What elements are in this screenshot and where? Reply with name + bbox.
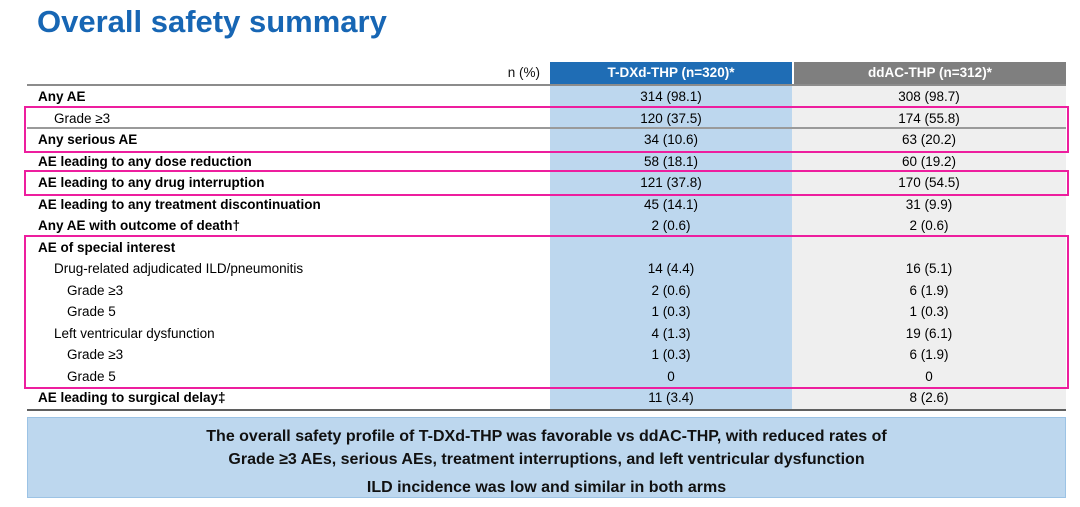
- cell-tdxd: 4 (1.3): [550, 322, 792, 344]
- row-label: AE leading to any dose reduction: [27, 150, 550, 172]
- cell-tdxd: 0: [550, 365, 792, 387]
- row-label: AE leading to surgical delay‡: [27, 387, 550, 409]
- table-row: AE of special interest: [27, 236, 1066, 258]
- table-row: AE leading to any treatment discontinuat…: [27, 193, 1066, 215]
- row-label: AE of special interest: [27, 236, 550, 258]
- table-row: Any AE with outcome of death† 2 (0.6) 2 (0…: [27, 215, 1066, 237]
- cell-ddac: 1 (0.3): [792, 301, 1066, 323]
- table-row: AE leading to any dose reduction 58 (18.1…: [27, 150, 1066, 172]
- page-title: Overall safety summary: [37, 4, 387, 39]
- safety-table: n (%) T-DXd-THP (n=320)* ddAC-THP (n=312…: [24, 62, 1069, 411]
- row-label: Any AE with outcome of death†: [27, 215, 550, 237]
- cell-ddac: 6 (1.9): [792, 344, 1066, 366]
- table-row: Any serious AE 34 (10.6) 63 (20.2): [27, 129, 1066, 151]
- row-label: AE leading to any drug interruption: [27, 172, 550, 194]
- row-label: Grade ≥3: [27, 107, 550, 129]
- cell-ddac: 308 (98.7): [792, 86, 1066, 108]
- cell-tdxd: 314 (98.1): [550, 86, 792, 108]
- cell-tdxd: 1 (0.3): [550, 344, 792, 366]
- cell-ddac: 174 (55.8): [792, 107, 1066, 129]
- cell-ddac: 0: [792, 365, 1066, 387]
- row-label: AE leading to any treatment discontinuat…: [27, 193, 550, 215]
- table-row: AE leading to any drug interruption 121 (…: [27, 172, 1066, 194]
- row-label: Grade 5: [27, 301, 550, 323]
- table-body: Any AE 314 (98.1) 308 (98.7) Grade ≥3 120 (3…: [27, 86, 1066, 411]
- cell-tdxd: [550, 236, 792, 258]
- cell-tdxd: 34 (10.6): [550, 129, 792, 151]
- cell-tdxd: 45 (14.1): [550, 193, 792, 215]
- cell-ddac: 19 (6.1): [792, 322, 1066, 344]
- table-row: Any AE 314 (98.1) 308 (98.7): [27, 86, 1066, 108]
- cell-tdxd: 14 (4.4): [550, 258, 792, 280]
- cell-tdxd: 11 (3.4): [550, 387, 792, 409]
- cell-tdxd: 121 (37.8): [550, 172, 792, 194]
- cell-ddac: 2 (0.6): [792, 215, 1066, 237]
- column-header-ddac: ddAC-THP (n=312)*: [792, 62, 1066, 84]
- unit-label: n (%): [507, 65, 540, 80]
- column-header-tdxd: T-DXd-THP (n=320)*: [550, 62, 792, 84]
- row-label: Grade 5: [27, 365, 550, 387]
- cell-tdxd: 2 (0.6): [550, 215, 792, 237]
- row-label: Grade ≥3: [27, 279, 550, 301]
- cell-ddac: 16 (5.1): [792, 258, 1066, 280]
- table-row: AE leading to surgical delay‡ 11 (3.4) 8 (…: [27, 387, 1066, 409]
- cell-tdxd: 120 (37.5): [550, 107, 792, 129]
- cell-ddac: [792, 236, 1066, 258]
- cell-ddac: 31 (9.9): [792, 193, 1066, 215]
- summary-line-2: Grade ≥3 AEs, serious AEs, treatment int…: [228, 451, 865, 468]
- cell-ddac: 60 (19.2): [792, 150, 1066, 172]
- cell-ddac: 8 (2.6): [792, 387, 1066, 409]
- table-header-row: n (%) T-DXd-THP (n=320)* ddAC-THP (n=312…: [27, 62, 1066, 86]
- row-label: Drug-related adjudicated ILD/pneumonitis: [27, 258, 550, 280]
- cell-tdxd: 58 (18.1): [550, 150, 792, 172]
- cell-ddac: 6 (1.9): [792, 279, 1066, 301]
- summary-line-1: The overall safety profile of T-DXd-THP …: [206, 428, 887, 445]
- row-label: Grade ≥3: [27, 344, 550, 366]
- table-row: Grade ≥3 120 (37.5) 174 (55.8): [27, 107, 1066, 129]
- cell-tdxd: 1 (0.3): [550, 301, 792, 323]
- cell-ddac: 63 (20.2): [792, 129, 1066, 151]
- table-row: Grade ≥3 2 (0.6) 6 (1.9): [27, 279, 1066, 301]
- row-label: Any serious AE: [27, 129, 550, 151]
- summary-box: The overall safety profile of T-DXd-THP …: [27, 417, 1066, 498]
- table-row: Drug-related adjudicated ILD/pneumonitis…: [27, 258, 1066, 280]
- summary-line-3: ILD incidence was low and similar in bot…: [366, 479, 727, 496]
- row-label: Left ventricular dysfunction: [27, 322, 550, 344]
- row-label: Any AE: [27, 86, 550, 108]
- table-row: Grade ≥3 1 (0.3) 6 (1.9): [27, 344, 1066, 366]
- cell-ddac: 170 (54.5): [792, 172, 1066, 194]
- cell-tdxd: 2 (0.6): [550, 279, 792, 301]
- table-row: Left ventricular dysfunction 4 (1.3) 19 (6…: [27, 322, 1066, 344]
